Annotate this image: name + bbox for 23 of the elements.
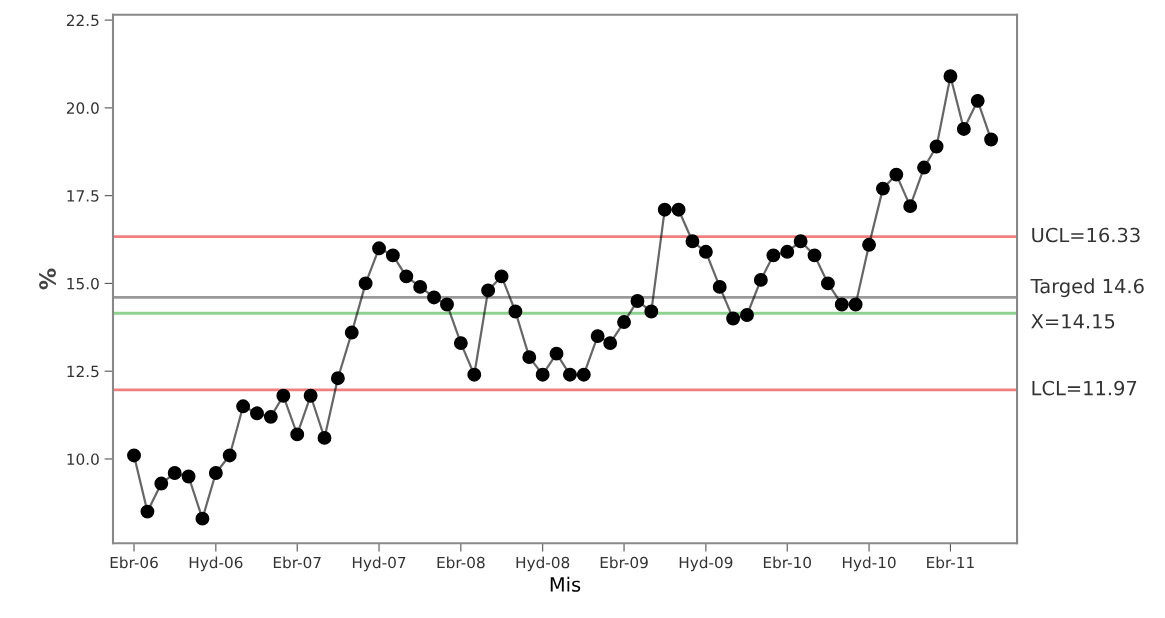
y-tick-label: 15.0 — [67, 277, 99, 290]
x-tick-label: Ebr-06 — [110, 556, 158, 569]
ref-line-label: UCL=16.33 — [1032, 227, 1140, 243]
ref-line-label: LCL=11.97 — [1032, 380, 1137, 396]
x-tick-label: Ebr-11 — [927, 556, 974, 569]
y-tick-label: 10.0 — [67, 453, 99, 465]
x-tick-label: Hyd-06 — [189, 556, 243, 572]
x-tick-label: Ebr-09 — [600, 556, 648, 569]
y-tick-label: 22.5 — [66, 14, 99, 27]
x-tick-label: Ebr-10 — [763, 556, 812, 569]
x-tick-label: Ebr-07 — [273, 556, 321, 569]
x-tick-label: Hyd-07 — [352, 556, 406, 572]
x-tick-label: Ebr-08 — [437, 556, 485, 569]
ref-line-label: X=14.15 — [1031, 314, 1115, 329]
ref-line-label: Targed 14.6 — [1030, 278, 1144, 298]
x-tick-label: Hyd-08 — [516, 556, 570, 572]
x-tick-label: Hyd-10 — [842, 556, 896, 572]
y-axis-title: % — [39, 268, 56, 290]
x-axis-title: Mis — [550, 576, 581, 592]
y-tick-label: 20.0 — [66, 102, 99, 114]
y-tick-label: 12.5 — [67, 365, 99, 378]
x-tick-label: Hyd-09 — [679, 556, 733, 572]
y-tick-label: 17.5 — [67, 190, 99, 202]
